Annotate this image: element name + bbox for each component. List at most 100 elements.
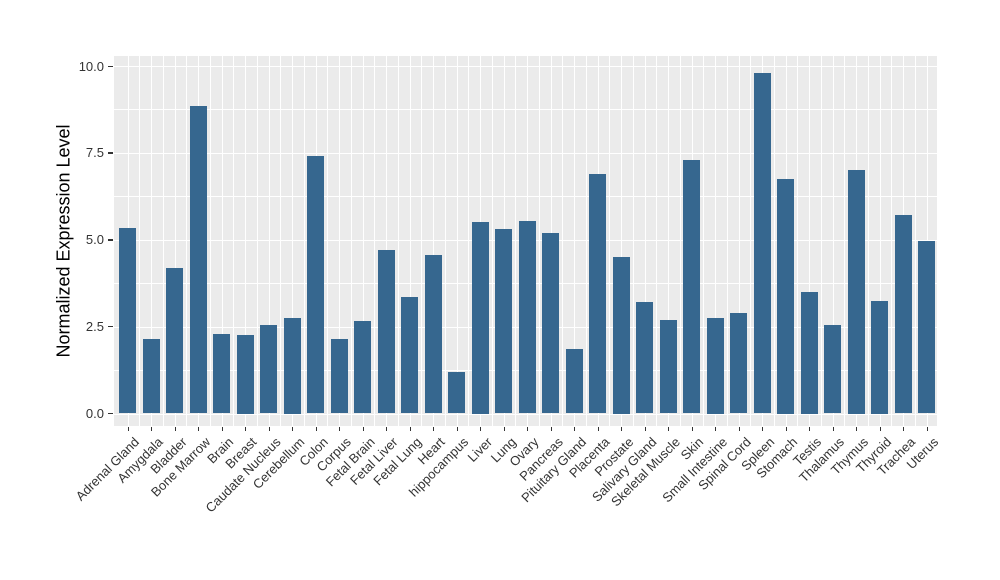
gridline-vertical-major [668,56,670,426]
x-tick-label-liver: Liver [464,434,495,465]
gridline-vertical-minor [797,56,798,426]
gridline-vertical-minor [209,56,211,426]
x-tick-mark [879,427,881,431]
y-tick-mark [108,326,113,328]
gridline-vertical-minor [585,56,587,426]
gridline-vertical-minor [914,56,916,426]
gridline-vertical-minor [820,56,822,426]
y-tick-mark [108,413,113,415]
x-tick-mark [527,427,529,431]
bar-brain [213,333,230,414]
x-tick-mark [409,427,411,431]
x-tick-mark [456,427,458,431]
bar-fetal-lung [401,297,418,414]
gridline-vertical-minor [444,56,446,426]
gridline-vertical-minor [350,56,352,426]
gridline-vertical-minor [515,56,516,426]
gridline-vertical-minor [773,56,775,426]
x-tick-mark [926,427,928,431]
x-tick-mark [503,427,505,431]
gridline-vertical-major [715,56,717,426]
bar-heart [424,255,442,414]
bar-fetal-brain [354,321,371,414]
bar-amygdala [142,338,160,414]
y-tick-label: 7.5 [85,145,104,161]
x-tick-mark [621,427,623,431]
gridline-vertical-minor [891,56,892,426]
gridline-vertical-minor [162,56,164,426]
gridline-horizontal-major [114,66,937,68]
x-tick-mark [221,427,223,431]
bar-testis [800,291,818,414]
bar-uterus [918,241,935,414]
gridline-horizontal-major [114,152,937,155]
y-tick-mark [108,65,113,67]
gridline-vertical-minor [303,56,305,426]
gridline-vertical-major [644,56,646,426]
y-tick-label: 2.5 [85,319,104,335]
gridline-vertical-major [832,56,834,426]
bar-trachea [894,215,912,414]
bar-spinal-cord [730,312,747,414]
gridline-vertical-major [339,56,341,426]
gridline-vertical-major [386,56,388,426]
bar-hippocampus [448,371,465,414]
gridline-vertical-major [809,56,811,426]
gridline-vertical-minor [844,56,845,426]
bar-corpus [330,338,348,414]
bar-skeletal-muscle [659,319,677,414]
plot-panel [114,56,937,426]
gridline-vertical-major [738,56,740,426]
bar-pituitary-gland [565,349,583,414]
x-tick-mark [597,427,599,431]
gridline-vertical-minor [491,56,493,426]
bar-prostate [612,257,630,414]
bar-cerebellum [283,317,301,414]
x-tick-mark [644,427,646,431]
gridline-vertical-minor [726,56,728,426]
x-tick-mark [691,427,693,431]
gridline-vertical-minor [397,56,399,426]
gridline-vertical-major [292,56,294,426]
bar-salivary-gland [636,302,653,414]
y-axis-title: Normalized Expression Level [53,124,74,358]
gridline-vertical-major [409,56,411,426]
bar-liver [471,222,489,414]
gridline-vertical-minor [186,56,187,426]
y-tick-label: 5.0 [85,232,104,248]
gridline-vertical-minor [374,56,375,426]
gridline-vertical-minor [327,56,328,426]
x-tick-mark [762,427,764,431]
gridline-vertical-minor [468,56,469,426]
x-tick-mark [574,427,576,431]
bar-ovary [518,220,536,414]
bar-spleen [753,72,771,414]
bar-adrenal-gland [119,227,136,414]
gridline-vertical-minor [867,56,869,426]
gridline-vertical-minor [538,56,540,426]
gridline-vertical-minor [233,56,234,426]
x-tick-mark [903,427,905,431]
x-tick-mark [151,427,153,431]
x-tick-mark [315,427,317,431]
gridline-vertical-major [433,56,435,426]
x-tick-mark [433,427,435,431]
y-tick-label: 0.0 [85,406,104,421]
gridline-vertical-major [151,56,153,426]
bar-small-intestine [706,317,724,414]
gridline-vertical-major [574,56,576,426]
bar-colon [307,156,324,414]
x-tick-mark [738,427,740,431]
bar-bone-marrow [189,105,207,414]
gridline-vertical-minor [609,56,610,426]
gridline-vertical-major [621,56,623,426]
gridline-vertical-major [456,56,458,426]
gridline-vertical-major [268,56,270,426]
bar-thyroid [871,300,888,414]
x-tick-mark [480,427,482,431]
y-tick-label: 10.0 [78,58,104,74]
gridline-vertical-major [245,56,247,426]
gridline-vertical-major [926,56,928,426]
x-tick-mark [715,427,717,431]
